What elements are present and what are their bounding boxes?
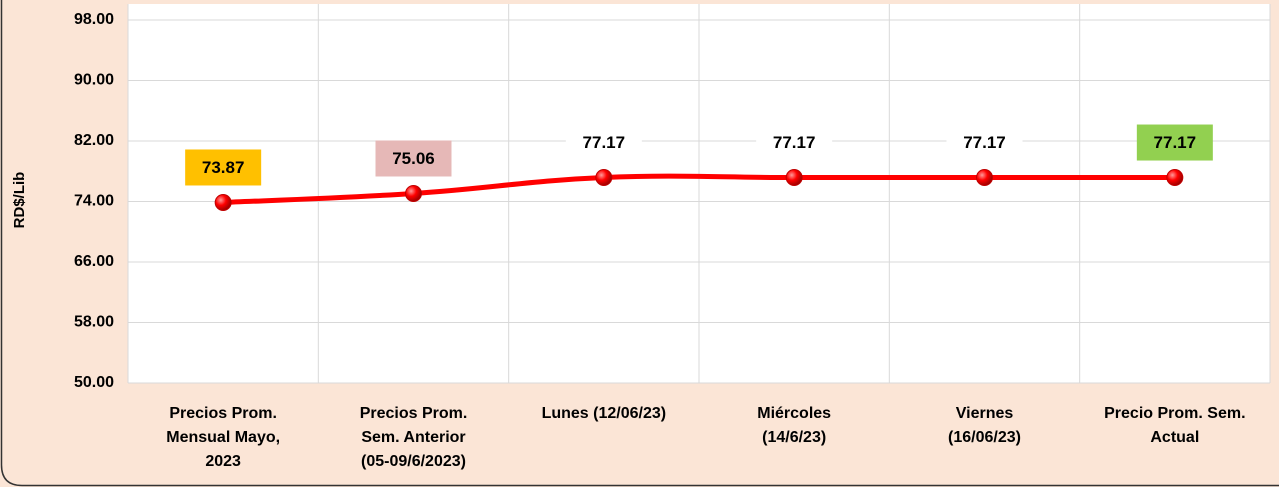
marker	[976, 169, 993, 187]
x-tick-label: (05-09/6/2023)	[361, 453, 466, 470]
x-tick-label: Precio Prom. Sem.	[1104, 405, 1245, 422]
x-tick-label: Mensual Mayo,	[166, 429, 280, 446]
data-label-box	[946, 124, 1023, 161]
y-tick-label: 82.00	[74, 132, 114, 149]
data-label: 73.87	[202, 158, 245, 177]
y-tick-label: 74.00	[74, 193, 114, 210]
data-label-box	[756, 124, 833, 161]
line	[220, 173, 1178, 205]
marker	[405, 184, 422, 202]
data-label: 75.06	[392, 149, 435, 168]
data-label-box	[565, 124, 642, 161]
data-label: 77.17	[963, 133, 1006, 152]
x-tick-label: Miércoles	[757, 405, 831, 422]
x-tick-label: (14/6/23)	[762, 429, 826, 446]
x-tick-label: 2023	[205, 453, 241, 470]
x-tick-label: Lunes (12/06/23)	[542, 405, 667, 422]
x-tick-label: Actual	[1150, 429, 1199, 446]
y-tick-label: 50.00	[74, 374, 114, 391]
x-tick-label: Viernes	[956, 405, 1014, 422]
marker	[1166, 169, 1184, 187]
marker	[785, 169, 803, 187]
y-tick-label: 98.00	[74, 11, 114, 28]
x-tick-label: (16/06/23)	[948, 429, 1021, 446]
x-tick-label: Precios Prom.	[360, 405, 468, 422]
y-axis-label: RD$/Lib	[11, 172, 28, 229]
data-label-box	[375, 140, 452, 177]
marker	[595, 169, 613, 187]
data-label: 77.17	[773, 133, 816, 152]
y-tick-label: 90.00	[74, 72, 114, 89]
x-tick-label: Precios Prom.	[169, 405, 277, 422]
y-tick-label: 58.00	[74, 314, 114, 331]
data-label-box	[1136, 124, 1213, 161]
x-tick-label: Sem. Anterior	[361, 429, 465, 446]
y-tick-label: 66.00	[74, 253, 114, 270]
data-label-box	[185, 149, 262, 186]
data-label: 77.17	[1154, 133, 1197, 152]
marker	[214, 193, 232, 211]
data-label: 77.17	[583, 133, 626, 152]
